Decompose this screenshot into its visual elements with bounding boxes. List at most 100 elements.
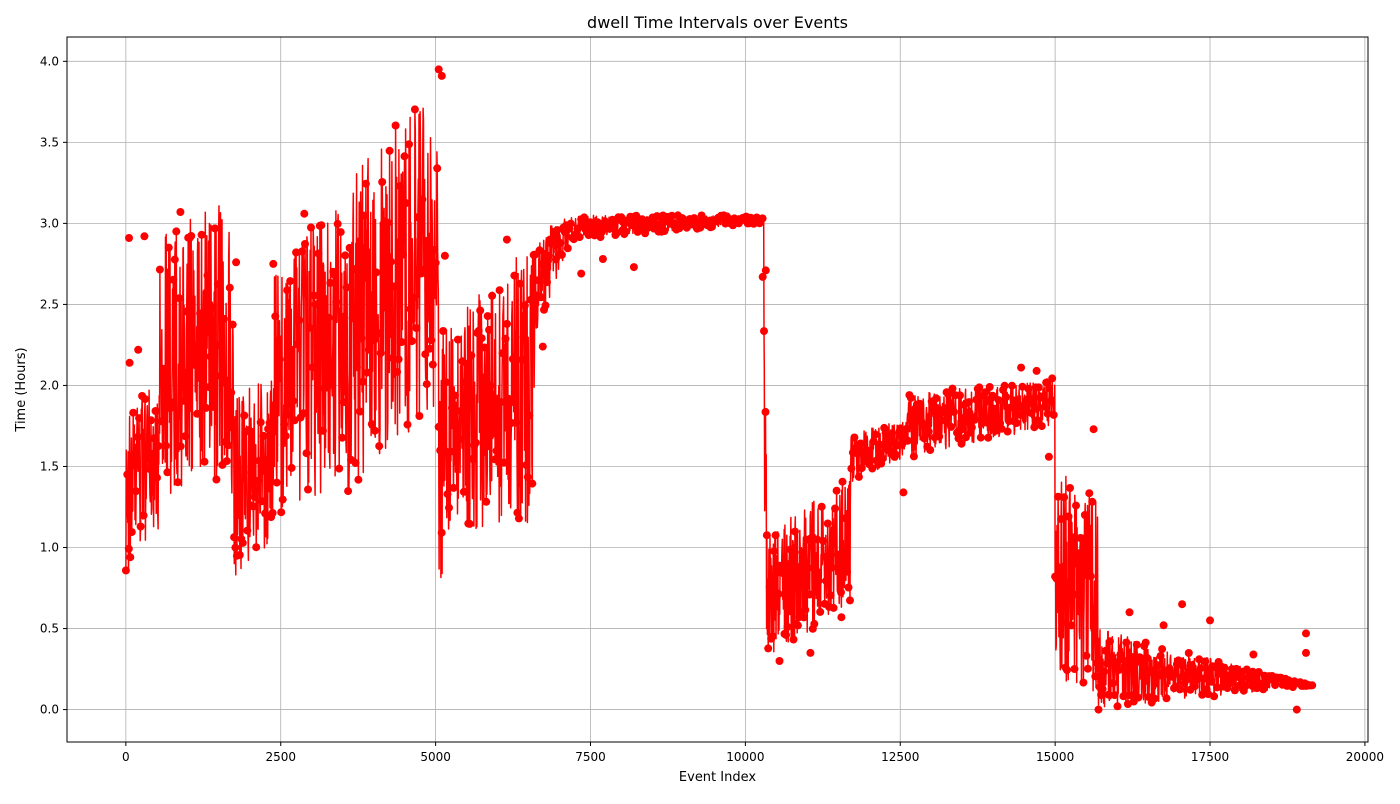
data-point bbox=[154, 442, 163, 450]
data-point bbox=[1195, 655, 1204, 664]
data-point bbox=[1043, 409, 1052, 418]
data-point bbox=[1027, 409, 1036, 417]
data-point bbox=[351, 459, 360, 467]
data-point bbox=[918, 421, 927, 429]
data-point bbox=[446, 447, 455, 456]
data-point bbox=[1012, 419, 1021, 427]
data-point bbox=[817, 502, 826, 511]
data-point bbox=[896, 424, 905, 433]
y-tick-label: 2.0 bbox=[40, 378, 59, 392]
data-point bbox=[543, 278, 551, 287]
data-point bbox=[290, 416, 299, 425]
y-tick-label: 0.0 bbox=[40, 703, 59, 717]
data-point bbox=[510, 271, 519, 280]
data-point bbox=[838, 477, 847, 486]
data-point bbox=[1292, 705, 1301, 714]
data-point bbox=[402, 199, 410, 208]
data-point bbox=[393, 367, 402, 376]
data-point bbox=[829, 603, 838, 612]
data-point bbox=[277, 508, 286, 517]
data-point bbox=[278, 495, 287, 504]
data-point bbox=[450, 391, 459, 400]
data-point bbox=[627, 221, 636, 230]
data-point bbox=[819, 537, 828, 545]
data-point bbox=[213, 280, 222, 289]
data-point bbox=[256, 418, 265, 427]
data-point bbox=[434, 65, 443, 74]
data-point bbox=[1077, 534, 1086, 543]
data-point bbox=[327, 380, 336, 389]
data-point bbox=[1030, 423, 1039, 432]
data-point bbox=[878, 454, 887, 463]
data-point bbox=[840, 556, 848, 565]
data-point bbox=[902, 424, 911, 433]
data-point bbox=[314, 249, 323, 258]
data-point bbox=[190, 360, 199, 369]
data-point bbox=[361, 179, 370, 188]
data-point bbox=[577, 269, 586, 278]
data-point bbox=[169, 275, 178, 284]
data-point bbox=[783, 622, 792, 631]
data-point bbox=[906, 393, 915, 402]
data-point bbox=[1187, 661, 1196, 670]
data-point bbox=[1003, 427, 1012, 436]
data-point bbox=[990, 404, 999, 413]
data-point bbox=[758, 272, 767, 281]
data-point bbox=[941, 404, 950, 413]
data-point bbox=[549, 233, 557, 242]
data-point bbox=[191, 353, 200, 361]
data-point bbox=[488, 291, 497, 300]
data-point bbox=[948, 384, 957, 393]
data-point bbox=[508, 355, 517, 363]
data-point bbox=[938, 416, 947, 425]
data-point bbox=[437, 71, 446, 80]
data-point bbox=[1220, 663, 1229, 672]
data-point bbox=[225, 283, 234, 292]
data-point bbox=[523, 473, 532, 482]
data-point bbox=[1048, 374, 1057, 383]
data-point bbox=[1049, 410, 1058, 419]
data-point bbox=[975, 383, 984, 392]
data-point bbox=[127, 528, 136, 537]
data-point bbox=[448, 404, 456, 412]
data-point bbox=[497, 398, 505, 407]
data-point bbox=[863, 448, 872, 457]
data-point bbox=[202, 403, 210, 412]
data-point bbox=[382, 269, 391, 278]
data-point bbox=[330, 271, 339, 279]
data-point bbox=[413, 213, 422, 222]
data-point bbox=[124, 544, 133, 553]
data-point bbox=[981, 388, 990, 397]
data-point bbox=[305, 323, 314, 332]
data-point bbox=[301, 240, 309, 248]
data-point bbox=[609, 219, 618, 228]
data-point bbox=[1216, 669, 1225, 678]
data-point bbox=[498, 349, 507, 358]
data-point bbox=[445, 503, 453, 512]
x-tick-label: 7500 bbox=[575, 750, 606, 764]
data-point bbox=[352, 363, 361, 372]
data-point bbox=[200, 457, 209, 466]
data-point bbox=[268, 509, 277, 517]
data-point bbox=[950, 407, 958, 416]
data-point bbox=[528, 479, 537, 488]
data-point bbox=[194, 373, 203, 382]
data-point bbox=[1091, 672, 1100, 681]
data-point bbox=[519, 333, 528, 342]
data-point bbox=[270, 427, 278, 436]
x-tick-label: 12500 bbox=[881, 750, 919, 764]
data-point bbox=[517, 355, 526, 364]
data-point bbox=[511, 418, 520, 427]
data-point bbox=[230, 533, 239, 542]
data-point bbox=[312, 363, 321, 372]
data-point bbox=[1052, 574, 1061, 583]
data-point bbox=[764, 644, 773, 653]
data-point bbox=[324, 313, 333, 322]
data-point bbox=[1125, 608, 1134, 617]
data-point bbox=[364, 345, 373, 354]
data-point bbox=[387, 257, 396, 266]
data-point bbox=[850, 433, 859, 442]
data-point bbox=[1054, 492, 1063, 501]
